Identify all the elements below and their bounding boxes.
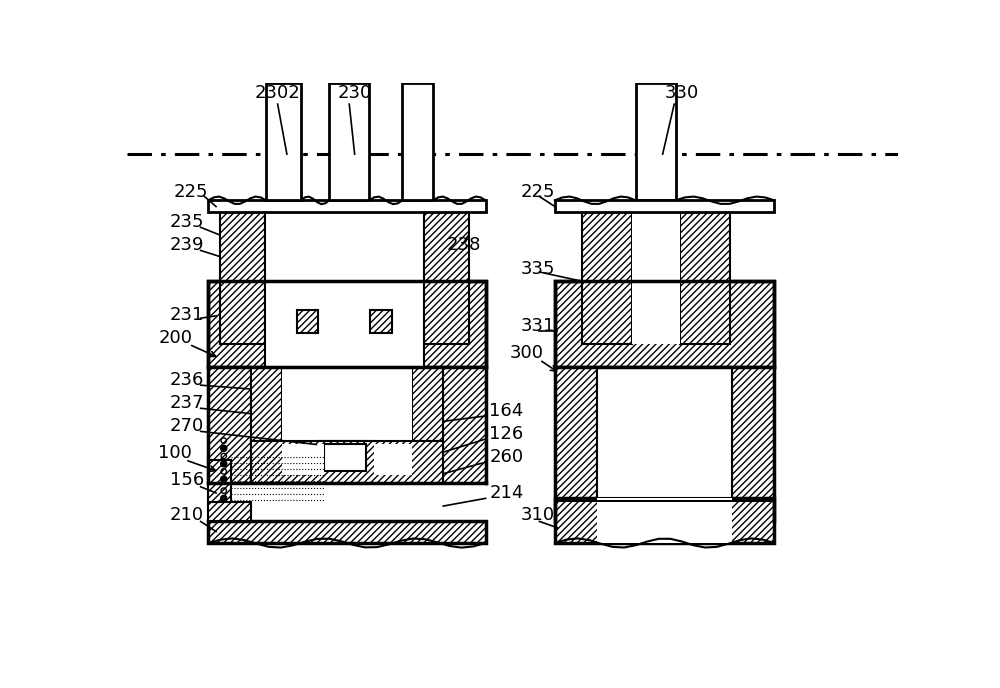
Bar	[208, 200, 486, 212]
Bar	[582, 212, 632, 345]
Bar	[297, 310, 318, 333]
Bar	[370, 310, 392, 333]
Bar	[324, 444, 366, 471]
Text: 237: 237	[170, 394, 204, 412]
Circle shape	[221, 476, 227, 482]
Bar	[208, 460, 231, 502]
Text: 230: 230	[338, 84, 372, 102]
Bar	[208, 522, 486, 543]
Text: 225: 225	[174, 182, 208, 200]
Bar	[208, 281, 486, 367]
Text: 235: 235	[170, 213, 204, 231]
Bar	[555, 367, 597, 522]
Text: 126: 126	[489, 425, 524, 443]
Text: 200: 200	[158, 329, 192, 347]
Bar	[412, 367, 443, 440]
Bar	[555, 200, 774, 212]
Text: 239: 239	[170, 237, 204, 255]
Bar	[266, 83, 301, 200]
Text: 335: 335	[520, 259, 555, 277]
Bar	[732, 367, 774, 522]
Bar	[402, 83, 433, 200]
Text: 231: 231	[170, 305, 204, 324]
Text: 210: 210	[170, 506, 204, 524]
Text: 2302: 2302	[255, 84, 301, 102]
Circle shape	[221, 495, 227, 502]
Text: 100: 100	[158, 444, 192, 462]
Text: 214: 214	[489, 484, 524, 502]
Text: 330: 330	[665, 84, 699, 102]
Bar	[555, 498, 774, 543]
Bar	[555, 281, 774, 367]
Bar	[251, 440, 443, 483]
Bar	[424, 212, 469, 345]
Bar	[597, 367, 732, 498]
Text: 260: 260	[489, 448, 524, 466]
Text: 238: 238	[447, 237, 481, 255]
Text: 270: 270	[170, 418, 204, 436]
Text: 300: 300	[509, 344, 543, 362]
Text: 225: 225	[520, 182, 555, 200]
Bar	[265, 212, 424, 367]
Text: 164: 164	[489, 402, 524, 420]
Bar	[220, 212, 265, 345]
Bar	[208, 367, 251, 483]
Bar	[329, 83, 369, 200]
Bar	[282, 444, 324, 475]
Bar	[636, 83, 676, 200]
Bar	[316, 440, 374, 483]
Bar	[251, 367, 282, 440]
Bar	[374, 444, 412, 475]
Text: 236: 236	[170, 371, 204, 389]
Circle shape	[221, 445, 227, 451]
Text: 310: 310	[520, 506, 554, 524]
Bar	[597, 498, 732, 543]
Bar	[555, 281, 774, 367]
Bar	[208, 281, 486, 367]
Bar	[680, 212, 730, 345]
Bar	[555, 500, 774, 502]
Text: 156: 156	[170, 471, 204, 489]
Text: 331: 331	[520, 317, 555, 335]
Bar	[443, 367, 486, 483]
Bar	[208, 502, 251, 522]
Bar	[632, 212, 680, 345]
Bar	[282, 367, 412, 440]
Circle shape	[221, 461, 227, 466]
